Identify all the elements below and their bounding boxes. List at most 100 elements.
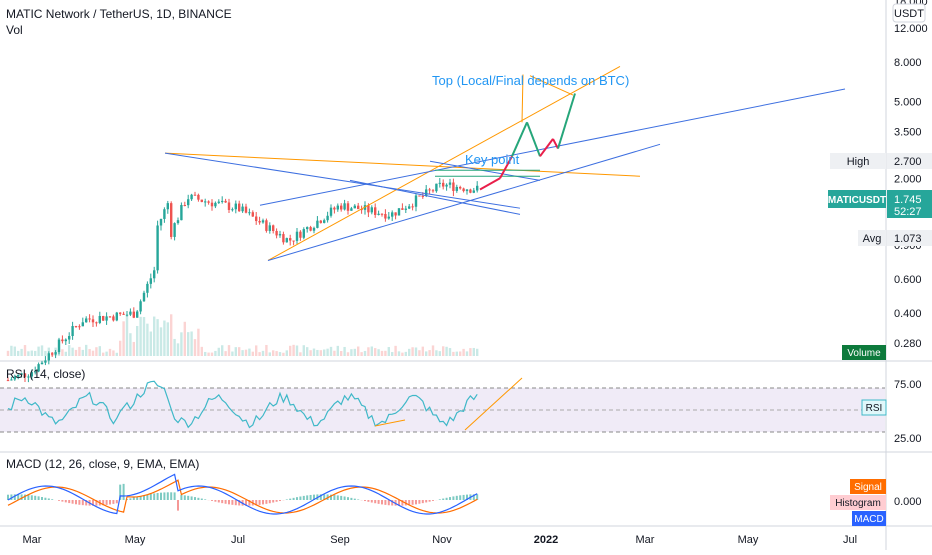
- macd-histogram-bar: [34, 496, 36, 500]
- macd-histogram-bar: [112, 500, 114, 504]
- candle-body: [313, 228, 315, 231]
- volume-bar: [156, 319, 158, 356]
- candle-body: [214, 203, 216, 206]
- macd-histogram-bar: [259, 500, 261, 505]
- volume-bar: [184, 322, 186, 356]
- candle-body: [377, 214, 379, 215]
- volume-bar: [282, 353, 284, 356]
- macd-histogram-bar: [225, 500, 227, 504]
- volume-bar: [309, 350, 311, 356]
- volume-bar: [7, 351, 9, 356]
- macd-histogram-bar: [262, 500, 264, 504]
- time-label: Sep: [330, 534, 350, 546]
- volume-bar: [357, 347, 359, 356]
- candle-body: [95, 322, 97, 323]
- candle-body: [156, 226, 158, 271]
- macd-histogram-bar: [272, 500, 274, 503]
- macd-histogram-bar: [442, 499, 444, 500]
- macd-histogram-bar: [279, 500, 281, 501]
- volume-bar: [476, 349, 478, 356]
- rsi-tick-25: 25.00: [894, 433, 922, 445]
- macd-histogram-bar: [31, 495, 33, 500]
- candle-body: [415, 195, 417, 206]
- volume-bar: [116, 353, 118, 356]
- volume-bar: [170, 314, 172, 356]
- volume-bar: [391, 352, 393, 356]
- volume-bar: [88, 349, 90, 356]
- candle-body: [99, 316, 101, 323]
- volume-bar: [163, 321, 165, 356]
- volume-bar: [377, 349, 379, 356]
- macd-histogram-bar: [58, 500, 60, 501]
- volume-bar: [364, 351, 366, 356]
- candle-body: [150, 278, 152, 284]
- price-tick: 0.280: [894, 338, 922, 350]
- macd-histogram-bar: [293, 498, 295, 500]
- volume-bar: [20, 349, 22, 356]
- candle-body: [235, 204, 237, 210]
- volume-bar: [269, 352, 271, 356]
- candle-body: [371, 207, 373, 212]
- candle-body: [343, 203, 345, 209]
- avg-value: 1.073: [894, 233, 922, 245]
- macd-histogram-bar: [449, 497, 451, 500]
- volume-bar: [105, 352, 107, 356]
- volume-bar: [207, 353, 209, 356]
- macd-histogram-bar: [180, 495, 182, 500]
- rsi-title: RSI (14, close): [6, 367, 85, 381]
- macd-histogram-bar: [133, 498, 135, 500]
- volume-bar: [289, 346, 291, 356]
- volume-bar: [224, 351, 226, 356]
- time-label: May: [125, 534, 146, 546]
- volume-bar: [173, 339, 175, 356]
- candle-body: [184, 205, 186, 206]
- macd-histogram-bar: [65, 500, 67, 502]
- candle-body: [306, 227, 308, 229]
- candle-body: [428, 189, 430, 190]
- volume-bar: [469, 348, 471, 356]
- macd-histogram-bar: [187, 496, 189, 500]
- volume-bar: [452, 352, 454, 356]
- macd-histogram-bar: [157, 493, 159, 500]
- candle-body: [405, 209, 407, 210]
- macd-histogram-bar: [150, 494, 152, 500]
- candle-body: [354, 206, 356, 209]
- macd-histogram-bar: [163, 492, 165, 500]
- volume-bar: [241, 350, 243, 356]
- volume-bar: [146, 324, 148, 356]
- candle-body: [252, 212, 254, 216]
- volume-bar: [272, 350, 274, 356]
- candle-body: [109, 316, 111, 317]
- symbol-label: MATICUSDT: [828, 195, 886, 206]
- macd-histogram-bar: [44, 498, 46, 500]
- candle-body: [296, 232, 298, 241]
- macd-histogram-bar: [153, 493, 155, 500]
- volume-bar: [442, 346, 444, 356]
- candle-body: [333, 208, 335, 210]
- macd-histogram-bar: [286, 499, 288, 500]
- candle-body: [432, 190, 434, 191]
- candle-body: [418, 195, 420, 196]
- macd-histogram-bar: [265, 500, 267, 504]
- volume-bar: [425, 351, 427, 356]
- volume-bar: [445, 347, 447, 356]
- volume-bar: [411, 347, 413, 356]
- volume-bar: [143, 317, 145, 356]
- price-tick: 8.000: [894, 57, 922, 69]
- macd-histogram-bar: [191, 496, 193, 500]
- macd-histogram-bar: [384, 500, 386, 505]
- candle-body: [61, 340, 63, 342]
- candle-body: [449, 182, 451, 184]
- volume-bar: [180, 332, 182, 356]
- candle-body: [241, 207, 243, 212]
- macd-histogram-bar: [129, 498, 131, 500]
- volume-bar: [194, 339, 196, 356]
- price-tick: 3.500: [894, 126, 922, 138]
- volume-bar: [248, 349, 250, 356]
- candle-body: [469, 190, 471, 193]
- candle-body: [133, 312, 135, 318]
- macd-histogram-bar: [333, 495, 335, 500]
- volume-bar: [136, 326, 138, 356]
- candle-body: [207, 201, 209, 202]
